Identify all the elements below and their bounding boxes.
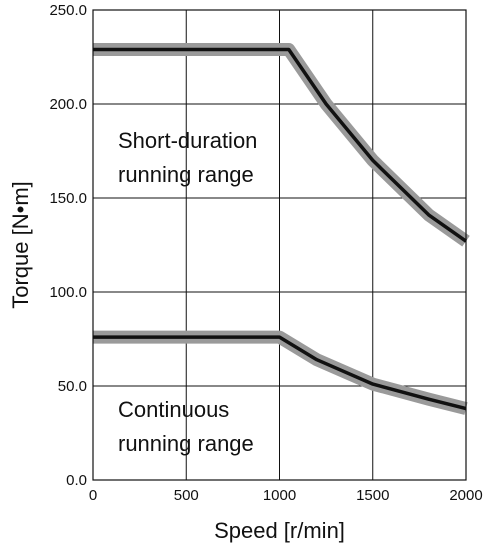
x-tick-label: 1000 — [263, 487, 296, 504]
series-line-0 — [93, 47, 468, 243]
y-tick-label: 0.0 — [66, 472, 87, 489]
plot-frame — [92, 9, 467, 481]
short-duration-label-line1: Short-duration — [118, 128, 257, 153]
series-line-1 — [93, 335, 467, 411]
x-tick-label: 0 — [89, 487, 97, 504]
y-tick-label: 50.0 — [58, 378, 87, 395]
y-tick-label: 250.0 — [49, 2, 87, 19]
short-duration-label-line2: running range — [118, 162, 254, 187]
y-tick-labels: 0.0 50.0 100.0 150.0 200.0 250.0 — [49, 2, 87, 489]
x-tick-label: 2000 — [449, 487, 482, 504]
continuous-label-line2: running range — [118, 431, 254, 456]
y-tick-label: 150.0 — [49, 190, 87, 207]
series-lines — [93, 47, 468, 411]
y-tick-label: 100.0 — [49, 284, 87, 301]
y-axis-label: Torque [N•m] — [8, 181, 33, 309]
y-tick-label: 200.0 — [49, 96, 87, 113]
x-tick-label: 1500 — [356, 487, 389, 504]
x-tick-label: 500 — [174, 487, 199, 504]
grid-lines — [93, 10, 466, 480]
continuous-label-line1: Continuous — [118, 397, 229, 422]
x-tick-labels: 0 500 1000 1500 2000 — [89, 487, 483, 504]
x-axis-label: Speed [r/min] — [214, 518, 345, 543]
